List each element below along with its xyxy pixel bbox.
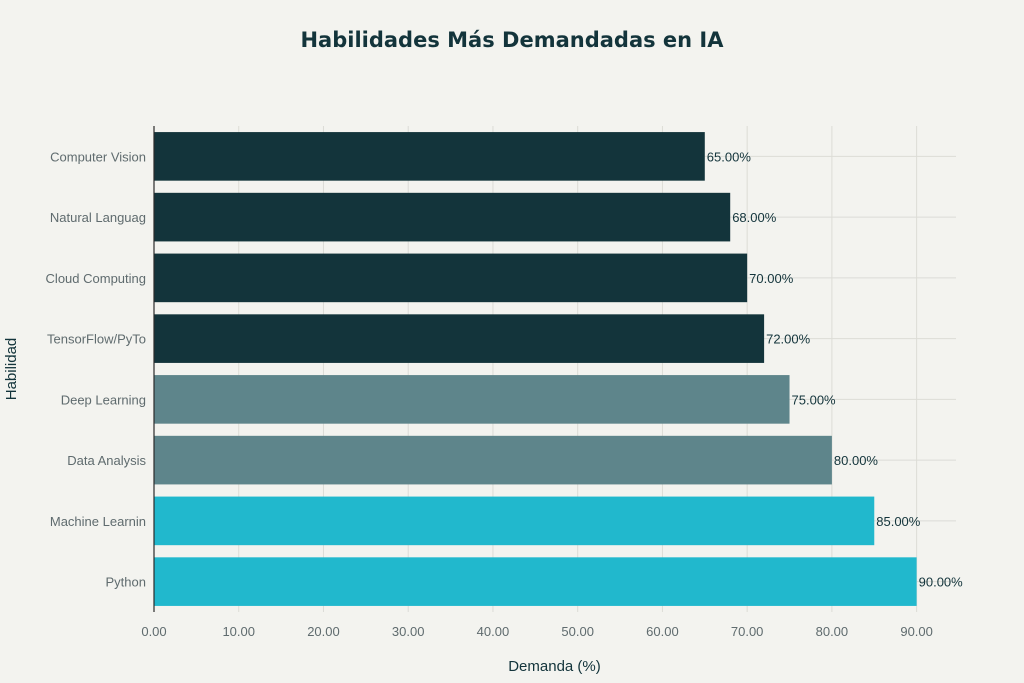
x-tick-label: 20.00 [307, 624, 340, 639]
y-category-label: TensorFlow/PyTo [47, 332, 146, 347]
bar [154, 557, 917, 606]
y-category-label: Data Analysis [67, 453, 146, 468]
bar-value-label: 72.00% [766, 332, 811, 347]
bar [154, 435, 832, 485]
bars [154, 132, 917, 606]
bar [154, 192, 731, 242]
bar [154, 496, 875, 546]
x-tick-label: 10.00 [222, 624, 255, 639]
y-axis-title: Habilidad [3, 338, 20, 401]
x-tick-label: 90.00 [900, 624, 933, 639]
bar-value-label: 85.00% [876, 514, 921, 529]
bar-value-label: 68.00% [732, 210, 777, 225]
bar [154, 314, 765, 363]
x-tick-label: 0.00 [141, 624, 166, 639]
y-category-label: Computer Vision [50, 149, 146, 164]
x-tick-label: 50.00 [561, 624, 594, 639]
x-tick-label: 80.00 [816, 624, 849, 639]
y-category-label: Deep Learning [61, 392, 146, 407]
bar-value-label: 75.00% [792, 392, 837, 407]
y-category-label: Cloud Computing [46, 271, 146, 286]
bar [154, 132, 705, 181]
y-category-label: Python [106, 575, 146, 590]
y-category-label: Machine Learnin [50, 514, 146, 529]
labels: 0.00 10.00 20.00 30.00 40.00 50.00 60.00 70.00 8… [3, 149, 963, 675]
y-category-label: Natural Languag [50, 210, 146, 225]
bar-value-label: 70.00% [749, 271, 794, 286]
chart-title: Habilidades Más Demandadas en IA [300, 28, 724, 52]
bar [154, 375, 790, 424]
x-tick-label: 30.00 [392, 624, 425, 639]
x-tick-label: 70.00 [731, 624, 764, 639]
x-axis-title: Demanda (%) [508, 658, 601, 675]
bar-value-label: 80.00% [834, 453, 879, 468]
bar [154, 253, 748, 303]
x-tick-label: 60.00 [646, 624, 679, 639]
bar-value-label: 65.00% [707, 149, 752, 164]
x-tick-label: 40.00 [477, 624, 510, 639]
bar-value-label: 90.00% [919, 575, 964, 590]
